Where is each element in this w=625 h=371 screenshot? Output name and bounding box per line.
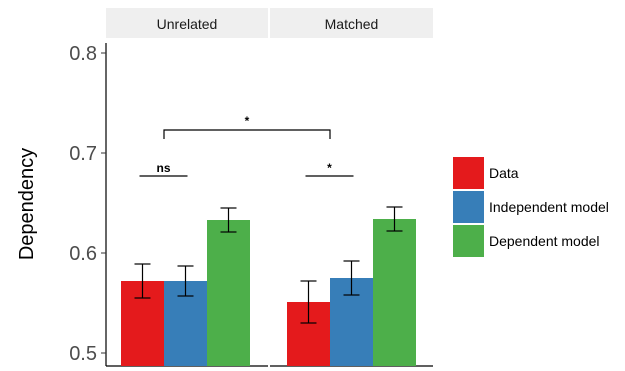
significance-label-between: *	[245, 114, 250, 128]
y-tick-label: 0.8	[69, 43, 97, 65]
error-bar-dependent-model-unrelated	[220, 207, 237, 233]
legend-label-dependent-model: Dependent model	[489, 233, 600, 249]
y-tick-label: 0.5	[69, 343, 97, 365]
error-bar-independent-model-matched	[343, 260, 360, 296]
y-axis: 0.5 0.6 0.7 0.8	[69, 43, 433, 367]
strip-label-matched: Matched	[325, 16, 379, 32]
error-bar-independent-model-unrelated	[177, 265, 194, 297]
facet-strips: Unrelated Matched	[106, 8, 433, 38]
legend-label-data: Data	[489, 165, 519, 181]
significance-label: *	[327, 161, 332, 175]
legend-swatch-dependent-model	[453, 225, 484, 257]
bar-dependent-model-unrelated	[207, 220, 250, 366]
significance-bracket	[163, 129, 331, 139]
legend-swatch-independent-model	[453, 191, 484, 223]
y-axis-label: Dependency	[16, 148, 38, 260]
legend-label-independent-model: Independent model	[489, 199, 609, 215]
error-bars	[134, 206, 403, 324]
error-bar-data-matched	[300, 280, 317, 324]
y-tick-label: 0.6	[69, 243, 97, 265]
legend-swatch-data	[453, 157, 484, 189]
bar-dependent-model-matched	[373, 219, 416, 366]
strip-label-unrelated: Unrelated	[157, 16, 218, 32]
y-tick-label: 0.7	[69, 143, 97, 165]
significance-label: ns	[156, 161, 170, 175]
bars	[121, 219, 416, 366]
strip-unrelated	[106, 8, 268, 38]
significance-annotations: ns * *	[139, 114, 354, 177]
strip-matched	[270, 8, 433, 38]
error-bar-dependent-model-matched	[386, 206, 403, 232]
error-bar-data-unrelated	[134, 263, 151, 299]
legend: Data Independent model Dependent model	[453, 157, 609, 257]
